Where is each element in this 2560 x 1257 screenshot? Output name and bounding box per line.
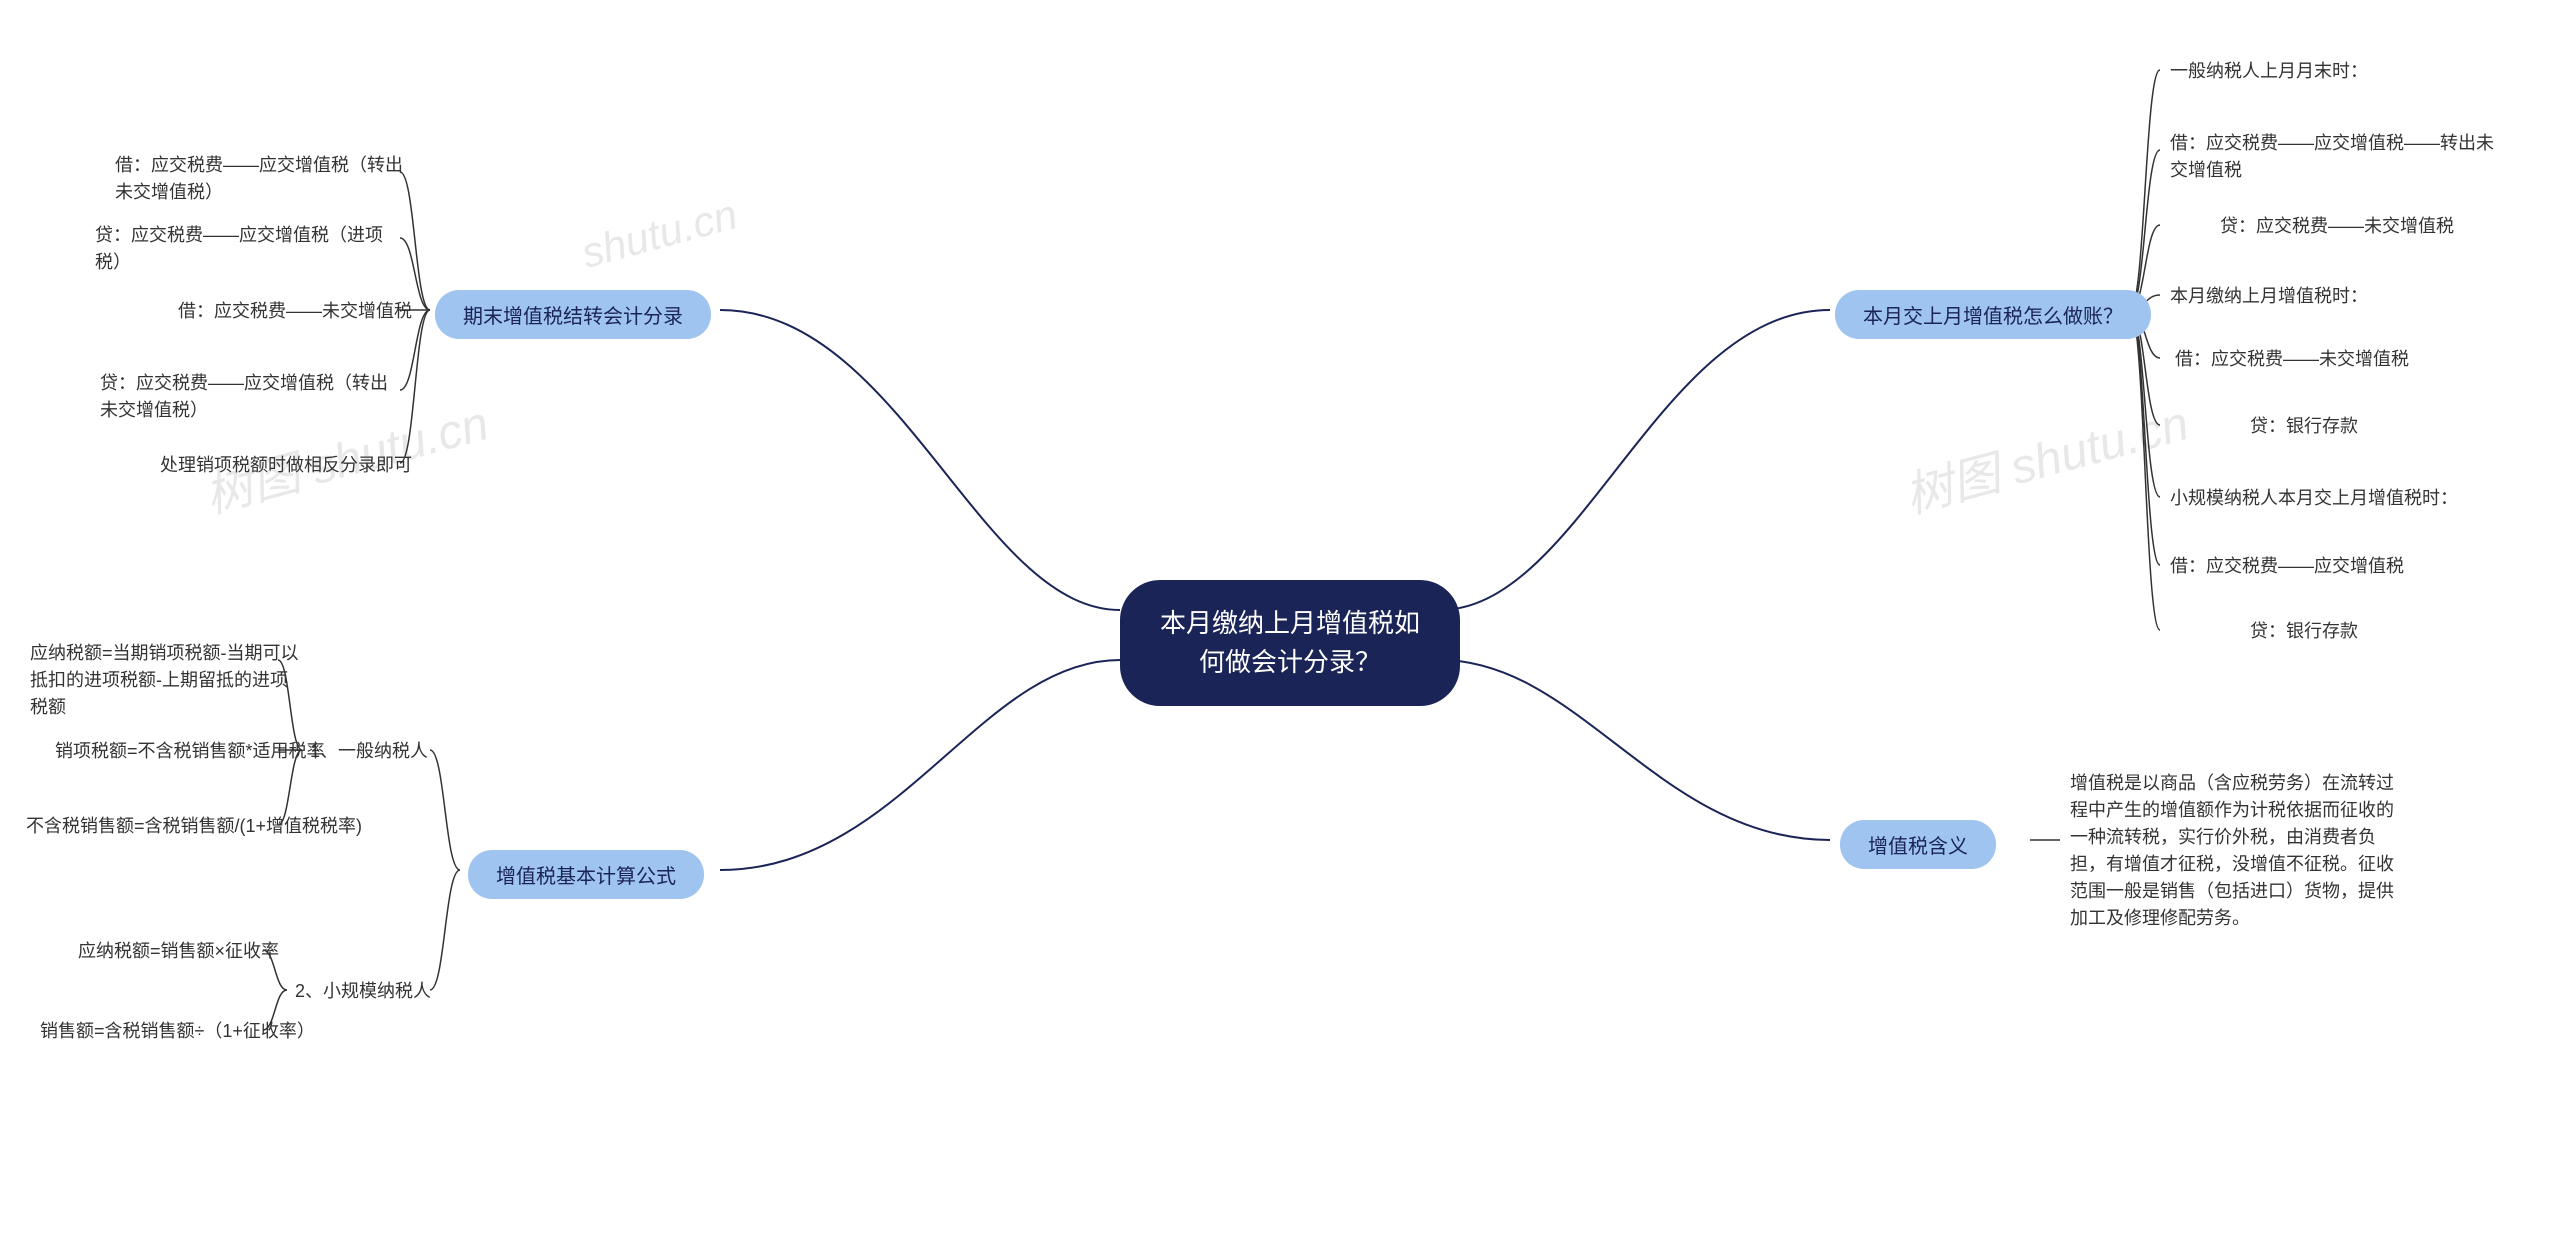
branch-top-left: 期末增值税结转会计分录: [435, 290, 711, 339]
leaf-tl-3: 贷：应交税费——应交增值税（转出未交增值税）: [100, 370, 400, 424]
sub-bl-2: 2、小规模纳税人: [295, 978, 431, 1005]
leaf-bl-2-0: 应纳税额=销售额×征收率: [78, 938, 279, 965]
leaf-tr-3: 本月缴纳上月增值税时：: [2170, 283, 2368, 310]
leaf-tl-4: 处理销项税额时做相反分录即可: [160, 452, 412, 479]
leaf-tr-8: 贷：银行存款: [2250, 618, 2358, 645]
leaf-tl-2: 借：应交税费——未交增值税: [178, 298, 412, 325]
leaf-tr-2: 贷：应交税费——未交增值税: [2220, 213, 2454, 240]
branch-bottom-left: 增值税基本计算公式: [468, 850, 704, 899]
leaf-tr-1: 借：应交税费——应交增值税——转出未交增值税: [2170, 130, 2500, 184]
leaf-tr-6: 小规模纳税人本月交上月增值税时：: [2170, 485, 2458, 512]
center-node: 本月缴纳上月增值税如何做会计分录？: [1120, 580, 1460, 706]
leaf-bl-1-0: 应纳税额=当期销项税额-当期可以抵扣的进项税额-上期留抵的进项税额: [30, 640, 300, 721]
branch-top-right: 本月交上月增值税怎么做账？: [1835, 290, 2151, 339]
leaf-tr-4: 借：应交税费——未交增值税: [2175, 346, 2409, 373]
leaf-tr-7: 借：应交税费——应交增值税: [2170, 553, 2404, 580]
watermark-center: shutu.cn: [576, 190, 742, 277]
leaf-bl-1-1: 销项税额=不含税销售额*适用税率: [55, 738, 325, 765]
sub-bl-1: 1、一般纳税人: [310, 738, 428, 765]
leaf-tr-5: 贷：银行存款: [2250, 413, 2358, 440]
leaf-bl-2-1: 销售额=含税销售额÷（1+征收率）: [40, 1018, 315, 1045]
leaf-tr-0: 一般纳税人上月月末时：: [2170, 58, 2368, 85]
leaf-bl-1-2: 不含税销售额=含税销售额/(1+增值税税率): [26, 813, 346, 840]
leaf-tl-0: 借：应交税费——应交增值税（转出未交增值税）: [115, 152, 405, 206]
leaf-br-text: 增值税是以商品（含应税劳务）在流转过程中产生的增值额作为计税依据而征收的一种流转…: [2070, 770, 2410, 932]
branch-bottom-right: 增值税含义: [1840, 820, 1996, 869]
watermark-right: 树图 shutu.cn: [1896, 384, 2195, 527]
leaf-tl-1: 贷：应交税费——应交增值税（进项税）: [95, 222, 405, 276]
